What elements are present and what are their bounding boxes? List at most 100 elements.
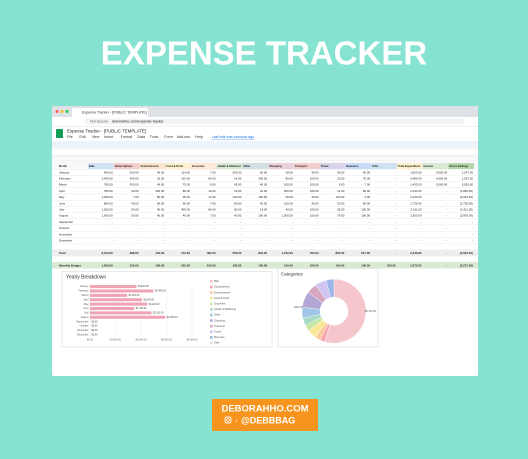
- menu-item[interactable]: Insert: [104, 135, 113, 139]
- legend-label: Other: [214, 313, 221, 317]
- cell: 12.00: [208, 195, 216, 199]
- cell: 617.00: [361, 251, 370, 255]
- address-bar[interactable]: [85, 118, 465, 125]
- cell: 1,400.00: [101, 176, 113, 180]
- cell: -: [472, 238, 473, 242]
- bar: [90, 285, 137, 289]
- cell: -: [446, 189, 447, 193]
- menu-item[interactable]: Help: [195, 135, 202, 139]
- menu-item[interactable]: File: [67, 135, 73, 139]
- cell: 95.00: [183, 195, 191, 199]
- tab-title: Expense Tracker - [PUBLIC TEMPLATE]: [82, 110, 147, 114]
- value-label: $0.00: [92, 333, 99, 336]
- cell: -: [215, 238, 216, 242]
- legend-label: Health & Wellbeing: [214, 307, 237, 311]
- cell: -: [137, 238, 138, 242]
- cell: 100.00: [387, 263, 396, 267]
- cell: -: [472, 232, 473, 236]
- cell: 28.00: [286, 170, 294, 174]
- cell: 50.00: [131, 214, 139, 218]
- cell: -: [369, 226, 370, 230]
- cell: 400.00: [130, 176, 139, 180]
- cell: -: [266, 238, 267, 242]
- cell: 3.00: [364, 195, 370, 199]
- cell: -: [395, 220, 396, 224]
- row-label: March: [59, 183, 67, 187]
- cell: 780.00: [104, 183, 113, 187]
- legend-swatch: [210, 308, 213, 311]
- row-bg: [51, 224, 479, 232]
- row-label: January: [59, 170, 70, 174]
- row-label: September: [59, 220, 73, 224]
- cell: 100.00: [130, 263, 139, 267]
- cell: Groceries: [192, 164, 205, 168]
- cell: 100.00: [155, 263, 164, 267]
- cell: 100.00: [310, 263, 319, 267]
- cell: -: [369, 238, 370, 242]
- tab[interactable]: [72, 108, 148, 117]
- value-label: $0.00: [92, 329, 99, 332]
- legend-label: Business: [214, 335, 225, 339]
- cell: 40.00: [131, 189, 139, 193]
- window-max[interactable]: [65, 110, 69, 113]
- legend-swatch: [210, 336, 213, 339]
- window-close[interactable]: [55, 110, 59, 113]
- hero-title: EXPENSE TRACKER: [101, 35, 428, 72]
- bar: [90, 311, 152, 315]
- menu-item[interactable]: Data: [137, 135, 145, 139]
- cell: 842.00: [258, 251, 267, 255]
- menu-item[interactable]: Tools: [150, 135, 159, 139]
- cell: 10.00: [234, 189, 242, 193]
- row-bg: [51, 218, 479, 226]
- menu-item[interactable]: Add-ons: [177, 135, 191, 139]
- cell: -: [266, 220, 267, 224]
- bar: [90, 302, 148, 306]
- y-tick-label: October: [80, 325, 89, 328]
- cell: Shopping: [269, 164, 282, 168]
- menu-item[interactable]: View: [92, 135, 100, 139]
- cell: -: [112, 220, 113, 224]
- menu-item[interactable]: Format: [121, 135, 132, 139]
- y-tick-label: February: [78, 290, 89, 293]
- window-min[interactable]: [60, 110, 64, 113]
- cell: -: [112, 232, 113, 236]
- x-tick-label: $2,000.00: [135, 339, 147, 342]
- cell: -: [137, 220, 138, 224]
- legend-label: Food & Drink: [214, 296, 230, 300]
- cell: 100.00: [335, 195, 344, 199]
- instagram-icon: [224, 416, 232, 424]
- cell: Bills: [89, 164, 95, 168]
- menu-item[interactable]: Edit: [79, 135, 85, 139]
- menu-item[interactable]: Form: [164, 135, 172, 139]
- tiktok-icon: ♪: [235, 418, 238, 424]
- cell: 100.00: [233, 195, 242, 199]
- cell: 2,411.00: [410, 207, 421, 211]
- cell: Entertainment: [140, 164, 158, 168]
- cell: -: [395, 207, 396, 211]
- cell: -: [292, 226, 293, 230]
- cell: Food & Drink: [166, 164, 183, 168]
- cell: -: [472, 220, 473, 224]
- donut-slice: [324, 278, 367, 344]
- cell: 100.00: [310, 189, 319, 193]
- cell: 80.00: [183, 201, 191, 205]
- x-tick-label: $3,000.00: [161, 339, 173, 342]
- cell: 1,240.00: [282, 251, 294, 255]
- row-label: May: [59, 195, 65, 199]
- cell: 860.00: [335, 251, 344, 255]
- cell: -: [318, 220, 319, 224]
- cell: 1,735.00: [410, 201, 422, 205]
- cell: -: [163, 220, 164, 224]
- cell: 2,240.80: [410, 251, 422, 255]
- cell: 559.00: [233, 251, 242, 255]
- cell: Total Expenditure: [398, 164, 421, 168]
- cell: 900.00: [104, 170, 113, 174]
- cell: 80.00: [286, 176, 294, 180]
- cell: 7.00: [210, 170, 216, 174]
- legend-label: Shopping: [214, 318, 226, 322]
- cell: Travel: [321, 164, 329, 168]
- cell: 32.00: [260, 189, 268, 193]
- cell: Gifts: [372, 164, 379, 168]
- row-label: August: [59, 214, 68, 218]
